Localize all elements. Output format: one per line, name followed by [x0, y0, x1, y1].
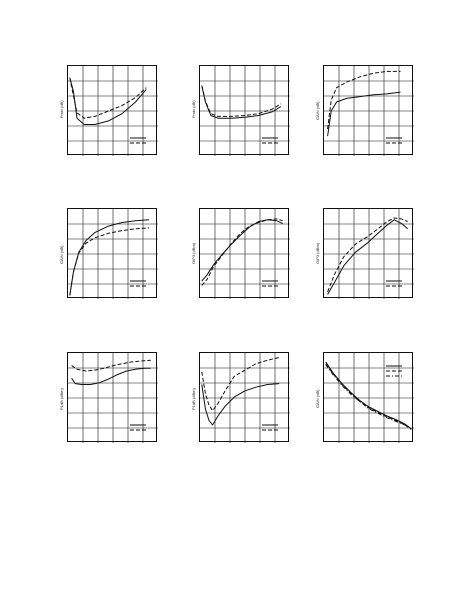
chart-svg-7: [68, 353, 158, 443]
series-line-dashed: [325, 363, 412, 430]
chart-7-ylabel: P1dB (dBm): [59, 388, 64, 410]
legend: [130, 137, 146, 144]
grid: [200, 353, 290, 443]
legend: [386, 137, 402, 144]
grid: [68, 66, 158, 156]
chart-panel-1: [67, 65, 158, 156]
chart-svg-3: [324, 66, 414, 156]
legend: [262, 424, 278, 431]
grid: [324, 353, 414, 443]
chart-3-ylabel: GA/N (dB): [315, 101, 320, 120]
grid: [68, 209, 158, 299]
chart-panel-6: [323, 208, 414, 299]
chart-6-ylabel: OIP3 (dBm): [315, 242, 320, 264]
series-line-dashdot: [325, 364, 412, 430]
legend: [386, 280, 402, 287]
chart-8-ylabel: P1dB (dBm): [191, 388, 196, 410]
chart-9-ylabel: GA/N (dB): [315, 389, 320, 408]
chart-svg-2: [200, 66, 290, 156]
chart-svg-9: [324, 353, 414, 443]
chart-panel-2: [199, 65, 290, 156]
series-line-dashed: [71, 359, 151, 372]
legend: [262, 137, 278, 144]
grid: [324, 66, 414, 156]
series-line-dashed: [201, 85, 282, 117]
series-line-solid: [201, 219, 283, 282]
series-line-solid: [69, 77, 147, 125]
chart-panel-5: [199, 208, 290, 299]
chart-2-ylabel: Fmin (dB): [191, 100, 196, 118]
chart-5-ylabel: OIP3 (dBm): [191, 242, 196, 264]
series-line-dashed: [69, 227, 150, 296]
legend: [262, 280, 278, 287]
series-line-solid: [201, 383, 280, 426]
grid: [324, 209, 414, 299]
chart-panel-8: [199, 352, 290, 443]
series-line-dashed: [201, 357, 280, 412]
chart-svg-5: [200, 209, 290, 299]
chart-svg-4: [68, 209, 158, 299]
chart-panel-3: [323, 65, 414, 156]
legend: [130, 280, 146, 287]
chart-panel-7: [67, 352, 158, 443]
chart-1-ylabel: Fmin (dB): [59, 100, 64, 118]
series-line-solid: [327, 91, 401, 137]
series-line-solid: [201, 85, 282, 119]
chart-svg-6: [324, 209, 414, 299]
legend: [130, 424, 146, 431]
chart-svg-1: [68, 66, 158, 156]
chart-panel-9: [323, 352, 414, 443]
grid: [200, 209, 290, 299]
series-line-solid: [325, 361, 412, 430]
chart-svg-8: [200, 353, 290, 443]
chart-panel-4: [67, 208, 158, 299]
series-line-solid: [71, 367, 151, 385]
grid: [200, 66, 290, 156]
series-line-dashed: [69, 77, 147, 119]
series-line-dashed: [201, 218, 283, 286]
chart-4-ylabel: GA/N (dB): [59, 245, 64, 264]
series-line-dashed: [327, 70, 401, 130]
series-line-solid: [327, 219, 409, 295]
legend: [386, 365, 402, 377]
